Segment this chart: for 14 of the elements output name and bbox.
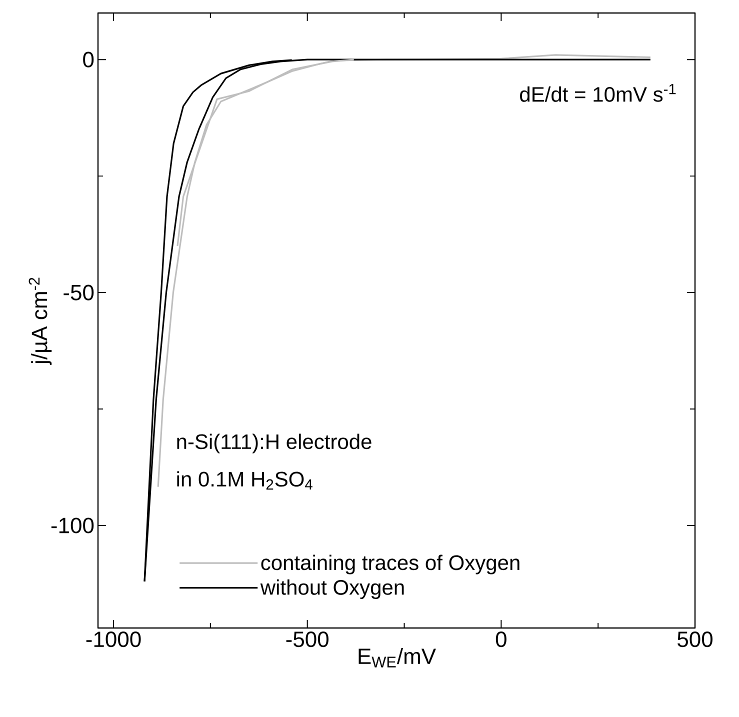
annotation: in 0.1M H$_{2}$SO$_{4}$: [177, 471, 312, 490]
y-tick-label: 0: [83, 52, 94, 68]
x-tick-label: 500: [678, 632, 712, 648]
y-tick-label: -50: [64, 284, 94, 300]
annotation: dE/dt = 10mV s$^{-1}$: [520, 84, 676, 102]
x-axis-title: E$_{WE}$/mV: [358, 648, 436, 668]
y-axis-title: j/µA cm$^{-2}$: [28, 278, 52, 366]
x-tick-label: -1000: [86, 632, 141, 648]
x-tick-label: -500: [286, 632, 328, 648]
annotation: n-Si(111):H electrode: [177, 434, 372, 454]
legend-label: without Oxygen: [260, 579, 404, 600]
x-tick-label: 0: [496, 632, 506, 648]
y-tick-label: -100: [51, 518, 94, 534]
legend-label: containing traces of Oxygen: [261, 554, 520, 574]
